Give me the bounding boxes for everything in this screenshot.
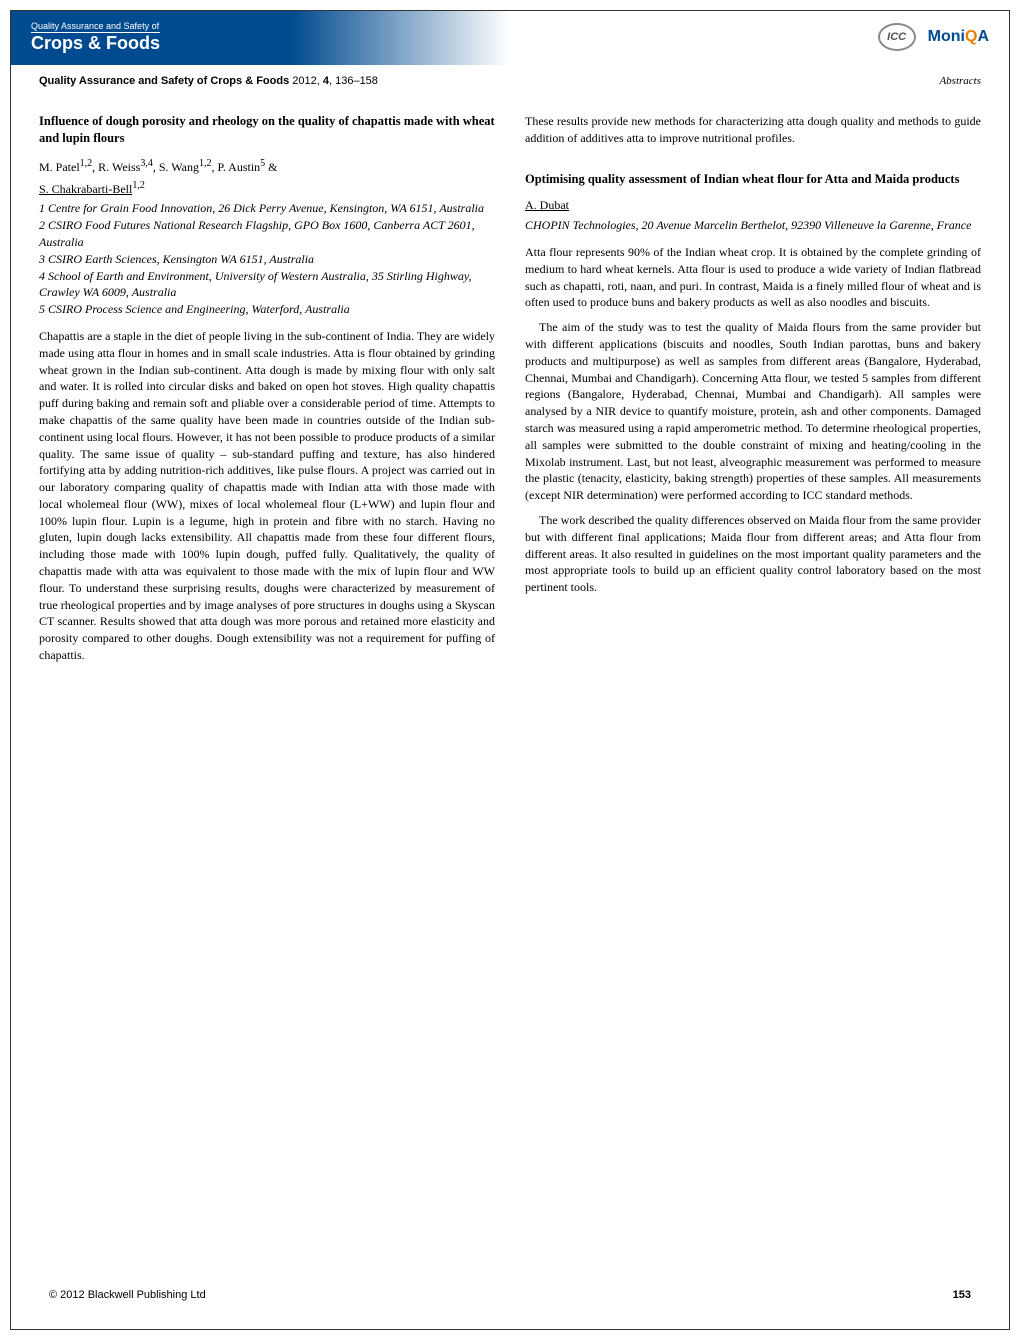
- moniqa-suffix: A: [977, 28, 989, 45]
- presenter-name: S. Chakrabarti-Bell: [39, 182, 132, 196]
- author-name: , S. Wang: [153, 160, 199, 174]
- left-column: Influence of dough porosity and rheology…: [39, 113, 495, 672]
- affiliation: 2 CSIRO Food Futures National Research F…: [39, 217, 495, 251]
- article1-affiliations: 1 Centre for Grain Food Innovation, 26 D…: [39, 200, 495, 318]
- footer: © 2012 Blackwell Publishing Ltd 153: [49, 1289, 971, 1301]
- section-label: Abstracts: [939, 75, 981, 87]
- header-banner: Quality Assurance and Safety of Crops & …: [11, 11, 1009, 65]
- author-sup: 3,4: [140, 158, 153, 169]
- icc-logo: ICC: [878, 23, 916, 51]
- journal-name-bold: Quality Assurance and Safety of Crops & …: [39, 75, 289, 87]
- journal-info-line: Quality Assurance and Safety of Crops & …: [11, 65, 1009, 93]
- journal-logo: Quality Assurance and Safety of Crops & …: [23, 17, 168, 58]
- moniqa-logo: MoniQA: [928, 28, 989, 46]
- article2-presenter: A. Dubat: [525, 197, 981, 214]
- moniqa-prefix: Moni: [928, 28, 965, 45]
- journal-citation: Quality Assurance and Safety of Crops & …: [39, 75, 378, 87]
- article2-title: Optimising quality assessment of Indian …: [525, 171, 981, 188]
- author-sup: 1,2: [80, 158, 93, 169]
- header-right-logos: ICC MoniQA: [878, 23, 989, 51]
- article1-presenter: S. Chakrabarti-Bell1,2: [39, 179, 495, 198]
- journal-year: 2012,: [292, 75, 320, 87]
- presenter-sup: 1,2: [132, 180, 145, 191]
- author-name: M. Patel: [39, 160, 80, 174]
- article2-affiliations: CHOPIN Technologies, 20 Avenue Marcelin …: [525, 217, 981, 234]
- page-border: Quality Assurance and Safety of Crops & …: [10, 10, 1010, 1330]
- journal-pages: , 136–158: [329, 75, 378, 87]
- logo-subtitle: Quality Assurance and Safety of: [31, 21, 160, 33]
- logo-title: Crops & Foods: [31, 33, 160, 54]
- article1-title: Influence of dough porosity and rheology…: [39, 113, 495, 147]
- article1-body: Chapattis are a staple in the diet of pe…: [39, 328, 495, 664]
- author-name: , R. Weiss: [92, 160, 140, 174]
- article1-continuation: These results provide new methods for ch…: [525, 113, 981, 147]
- author-name: , P. Austin: [211, 160, 260, 174]
- article1-authors: M. Patel1,2, R. Weiss3,4, S. Wang1,2, P.…: [39, 157, 495, 176]
- author-amp: &: [265, 160, 277, 174]
- moniqa-q: Q: [965, 28, 977, 45]
- author-sup: 1,2: [199, 158, 212, 169]
- article2-para2: The aim of the study was to test the qua…: [525, 319, 981, 504]
- affiliation: 3 CSIRO Earth Sciences, Kensington WA 61…: [39, 251, 495, 268]
- page-number: 153: [953, 1289, 971, 1301]
- content-area: Influence of dough porosity and rheology…: [11, 93, 1009, 692]
- presenter-name: A. Dubat: [525, 198, 569, 212]
- affiliation: 1 Centre for Grain Food Innovation, 26 D…: [39, 200, 495, 217]
- affiliation: 5 CSIRO Process Science and Engineering,…: [39, 301, 495, 318]
- copyright-text: © 2012 Blackwell Publishing Ltd: [49, 1289, 206, 1301]
- article2-para1: Atta flour represents 90% of the Indian …: [525, 244, 981, 311]
- affiliation: CHOPIN Technologies, 20 Avenue Marcelin …: [525, 217, 981, 234]
- article2-para3: The work described the quality differenc…: [525, 512, 981, 596]
- right-column: These results provide new methods for ch…: [525, 113, 981, 672]
- affiliation: 4 School of Earth and Environment, Unive…: [39, 268, 495, 302]
